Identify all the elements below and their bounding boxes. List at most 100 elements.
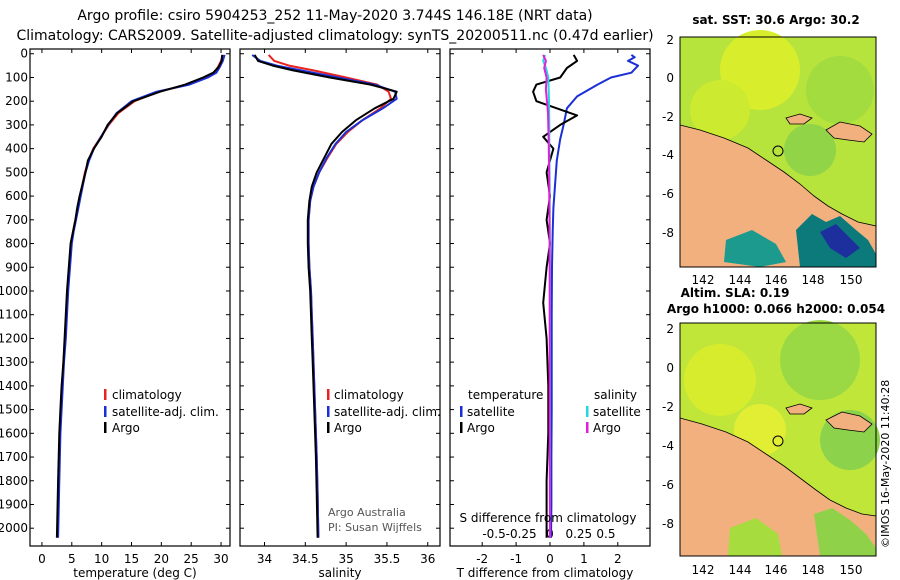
x-tick-label: 1 (580, 552, 588, 566)
x-tick-label: 10 (94, 552, 109, 566)
map2-ytick-label: -2 (662, 400, 674, 414)
map2-ytick-label: -6 (662, 478, 674, 492)
temperature-legend: climatology satellite-adj. clim. Argo (104, 388, 219, 435)
map2-island (785, 403, 813, 415)
figure-title-line2: Climatology: CARS2009. Satellite-adjuste… (16, 28, 653, 44)
top-tick-label: -0.5 (482, 527, 505, 541)
legend-swatch-climatology (327, 389, 330, 400)
map1-ytick-label: -8 (662, 226, 674, 240)
legend-title-salinity: salinity (594, 388, 637, 402)
legend-swatch-s-argo (586, 422, 589, 433)
depth-tick-label: 700 (5, 213, 28, 227)
map2-ytick-label: -4 (662, 439, 674, 453)
map1-ytick-label: 0 (666, 71, 674, 85)
map2-xtick-label: 148 (802, 563, 825, 577)
map1-coastal-sea (724, 230, 786, 267)
imos-timestamp: ©IMOS 16-May-2020 11:40:28 (879, 379, 892, 548)
legend-label-s-argo: Argo (593, 421, 621, 435)
legend-label-argo: Argo (112, 421, 140, 435)
map1-xtick-label: 150 (840, 273, 863, 287)
map2-xtick-label: 150 (840, 563, 863, 577)
series-line (251, 54, 398, 538)
x-tick-label: 2 (614, 552, 622, 566)
map2-title-line1: Altim. SLA: 0.19 (681, 286, 790, 300)
x-tick-label: 35.5 (374, 552, 401, 566)
depth-tick-label: 1800 (0, 474, 28, 488)
depth-tick-label: 1400 (0, 379, 28, 393)
map2: 2 0 -2 -4 -6 -8 142 144 146 148 150 (662, 320, 880, 577)
difference-legend: temperature salinity satellite Argo sate… (460, 388, 641, 435)
legend-label-satellite: satellite-adj. clim. (112, 405, 219, 419)
depth-tick-label: 1300 (0, 355, 28, 369)
x-tick-label: 20 (154, 552, 169, 566)
map1-ytick-label: -6 (662, 187, 674, 201)
depth-tick-label: 600 (5, 189, 28, 203)
map2-title-line2: Argo h1000: 0.066 h2000: 0.054 (667, 302, 885, 316)
map2-xticks: 142 144 146 148 150 (692, 563, 863, 577)
legend-swatch-s-satellite (586, 406, 589, 417)
series-line (55, 54, 224, 538)
series-line (532, 54, 579, 538)
map2-xtick-label: 146 (765, 563, 788, 577)
difference-top-axis-label: S difference from climatology (460, 511, 637, 525)
map2-coastal-sea (814, 508, 876, 556)
legend-label-s-satellite: satellite (593, 405, 641, 419)
map1-frame (679, 36, 877, 268)
map1-ytick-label: -2 (662, 110, 674, 124)
x-tick-label: 36 (420, 552, 435, 566)
legend-label-t-satellite: satellite (467, 405, 515, 419)
salinity-legend: climatology satellite-adj. clim. Argo (327, 388, 441, 435)
x-tick-label: 0 (38, 552, 46, 566)
depth-tick-label: 800 (5, 237, 28, 251)
credit-line2: PI: Susan Wijffels (328, 521, 422, 534)
depth-tick-label: 2000 (0, 521, 28, 535)
top-tick-label: 0.25 (565, 527, 592, 541)
map1-island-new-britain (825, 121, 873, 143)
series-line (56, 54, 224, 538)
legend-swatch-satellite (327, 406, 330, 417)
depth-tick-label: 1200 (0, 331, 28, 345)
map2-sea-patch (780, 320, 860, 400)
x-tick-label: -2 (476, 552, 488, 566)
figure-title-line1: Argo profile: csiro 5904253_252 11-May-2… (77, 8, 592, 24)
salinity-x-label: salinity (318, 566, 361, 580)
map1-sea-patch (806, 56, 874, 124)
map1-ytick-label: 2 (666, 33, 674, 47)
legend-label-climatology: climatology (334, 388, 404, 402)
legend-swatch-argo (104, 422, 107, 433)
map1-title: sat. SST: 30.6 Argo: 30.2 (692, 13, 859, 27)
map2-island-new-britain (825, 411, 873, 433)
salinity-panel (239, 48, 441, 547)
map1: 2 0 -2 -4 -6 -8 142 144 146 148 150 (662, 30, 877, 287)
map1-island (785, 113, 813, 125)
series-line (550, 54, 640, 538)
depth-tick-label: 400 (5, 142, 28, 156)
legend-label-t-argo: Argo (467, 421, 495, 435)
legend-label-climatology: climatology (112, 388, 182, 402)
depth-tick-label: 1700 (0, 450, 28, 464)
map2-xtick-label: 142 (692, 563, 715, 577)
legend-swatch-satellite (104, 406, 107, 417)
map2-yticks: 2 0 -2 -4 -6 -8 (662, 322, 674, 531)
map1-sea-patch (784, 124, 836, 176)
series-line (253, 54, 398, 538)
map2-xtick-label: 144 (729, 563, 752, 577)
map1-xtick-label: 148 (802, 273, 825, 287)
map1-xtick-label: 146 (765, 273, 788, 287)
legend-swatch-t-argo (460, 422, 463, 433)
temperature-x-label: temperature (deg C) (73, 566, 196, 580)
map2-ytick-label: 2 (666, 322, 674, 336)
depth-tick-label: 1000 (0, 284, 28, 298)
series-line (542, 54, 551, 538)
x-tick-label: 0 (546, 552, 554, 566)
x-tick-label: 34.5 (292, 552, 319, 566)
depth-tick-label: 1500 (0, 403, 28, 417)
x-tick-label: 15 (124, 552, 139, 566)
legend-swatch-t-satellite (460, 406, 463, 417)
depth-tick-label: 900 (5, 260, 28, 274)
legend-label-satellite: satellite-adj. clim. (334, 405, 441, 419)
legend-title-temperature: temperature (468, 388, 543, 402)
map2-ytick-label: 0 (666, 361, 674, 375)
map2-frame (679, 322, 877, 557)
